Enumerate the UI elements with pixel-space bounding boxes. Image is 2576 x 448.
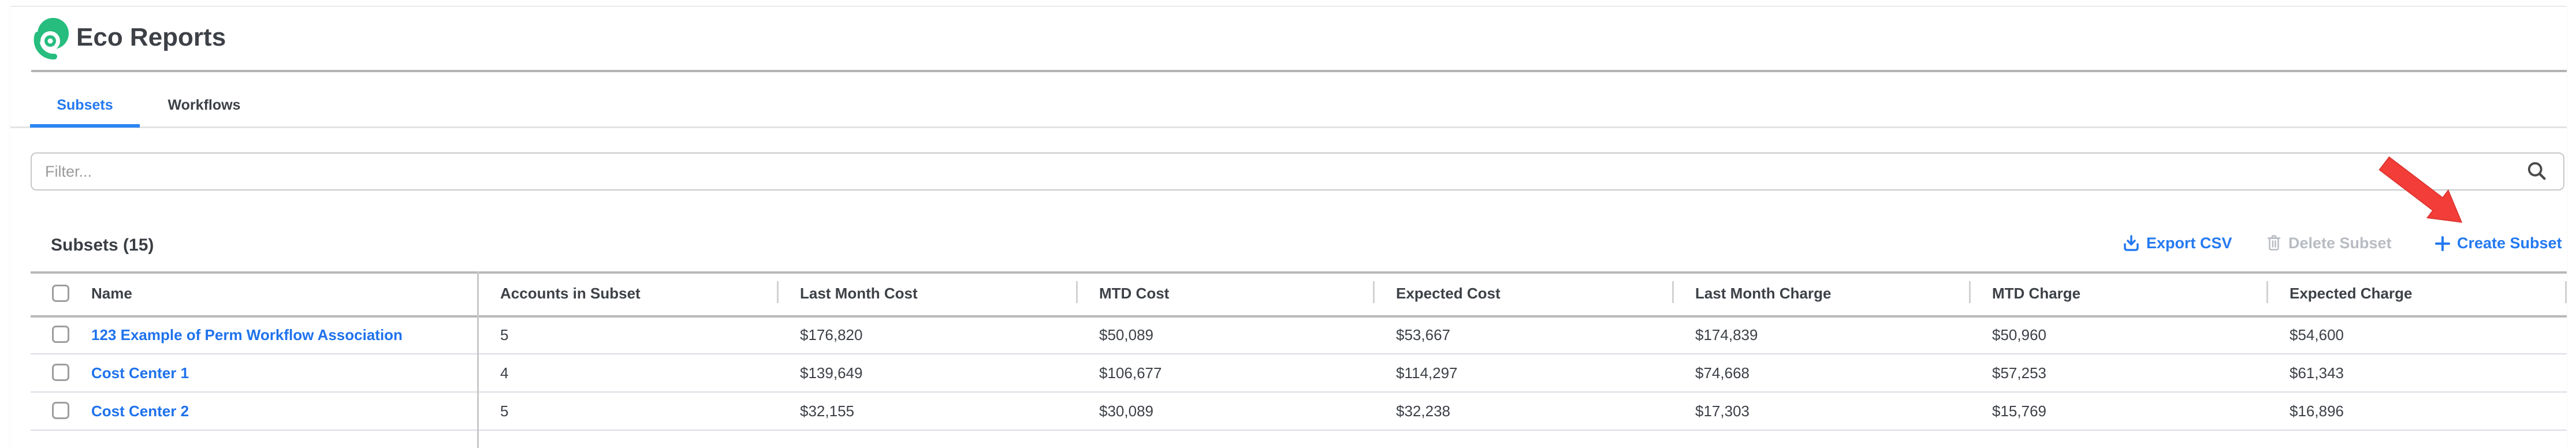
col-header-mtd-cost: MTD Cost xyxy=(1099,285,1170,302)
cell-expected-charge: $16,896 xyxy=(2290,402,2344,420)
cell-expected-cost: $32,238 xyxy=(1396,402,1450,420)
column-tick xyxy=(777,281,779,303)
export-csv-button[interactable]: Export CSV xyxy=(2146,234,2232,252)
column-tick xyxy=(1076,281,1078,303)
cell-last-month-charge: $74,668 xyxy=(1695,364,1749,382)
col-header-expected-cost: Expected Cost xyxy=(1396,285,1501,302)
download-icon xyxy=(2124,235,2139,251)
filter-box xyxy=(31,152,2564,191)
plus-icon xyxy=(2435,236,2450,251)
active-tab-underline xyxy=(30,124,140,128)
col-header-expected-charge: Expected Charge xyxy=(2290,285,2413,302)
col-header-last-month-cost: Last Month Cost xyxy=(800,285,918,302)
cell-expected-cost: $114,297 xyxy=(1396,364,1458,382)
subset-name-link[interactable]: Cost Center 2 xyxy=(91,402,189,420)
row-checkbox[interactable] xyxy=(52,364,69,381)
row-divider xyxy=(31,353,2567,354)
col-header-mtd-charge: MTD Charge xyxy=(1992,285,2081,302)
column-tick xyxy=(1373,281,1375,303)
table-top-border xyxy=(31,271,2567,274)
subset-name-link[interactable]: 123 Example of Perm Workflow Association xyxy=(91,326,403,344)
subsets-count-heading: Subsets (15) xyxy=(51,236,154,255)
spot-eco-logo-icon xyxy=(33,18,69,60)
name-column-divider xyxy=(477,271,479,448)
row-checkbox[interactable] xyxy=(52,326,69,343)
cell-last-month-charge: $174,839 xyxy=(1695,326,1758,344)
cell-last-month-cost: $32,155 xyxy=(800,402,854,420)
trash-icon xyxy=(2267,235,2281,251)
cell-mtd-cost: $106,677 xyxy=(1099,364,1162,382)
cell-last-month-charge: $17,303 xyxy=(1695,402,1749,420)
tabs-bottom-border xyxy=(10,126,2567,128)
filter-input[interactable] xyxy=(45,155,2517,188)
col-header-name: Name xyxy=(91,285,132,302)
delete-subset-button[interactable]: Delete Subset xyxy=(2288,234,2392,252)
cell-last-month-cost: $176,820 xyxy=(800,326,863,344)
tab-workflows[interactable]: Workflows xyxy=(167,97,241,113)
row-divider xyxy=(31,430,2567,431)
column-tick xyxy=(2565,281,2567,303)
col-header-last-month-charge: Last Month Charge xyxy=(1695,285,1832,302)
cell-last-month-cost: $139,649 xyxy=(800,364,863,382)
cell-accounts: 5 xyxy=(500,326,509,344)
main-card xyxy=(10,6,2567,448)
column-tick xyxy=(1672,281,1674,303)
cell-expected-charge: $61,343 xyxy=(2290,364,2344,382)
cell-mtd-charge: $57,253 xyxy=(1992,364,2046,382)
cell-mtd-charge: $50,960 xyxy=(1992,326,2046,344)
column-tick xyxy=(1969,281,1971,303)
col-header-accounts: Accounts in Subset xyxy=(500,285,641,302)
page-title: Eco Reports xyxy=(76,23,226,51)
cell-expected-cost: $53,667 xyxy=(1396,326,1450,344)
subset-name-link[interactable]: Cost Center 1 xyxy=(91,364,189,382)
table-header-border xyxy=(31,315,2567,318)
column-tick xyxy=(2266,281,2268,303)
row-divider xyxy=(31,391,2567,393)
header-divider xyxy=(31,70,2567,72)
cell-accounts: 4 xyxy=(500,364,509,382)
select-all-checkbox[interactable] xyxy=(52,285,69,302)
cell-mtd-cost: $30,089 xyxy=(1099,402,1153,420)
cell-accounts: 5 xyxy=(500,402,509,420)
cell-mtd-cost: $50,089 xyxy=(1099,326,1153,344)
cell-expected-charge: $54,600 xyxy=(2290,326,2344,344)
search-icon[interactable] xyxy=(2526,161,2548,183)
cell-mtd-charge: $15,769 xyxy=(1992,402,2046,420)
create-subset-button[interactable]: Create Subset xyxy=(2457,234,2562,252)
row-checkbox[interactable] xyxy=(52,402,69,419)
tab-subsets[interactable]: Subsets xyxy=(57,97,113,113)
